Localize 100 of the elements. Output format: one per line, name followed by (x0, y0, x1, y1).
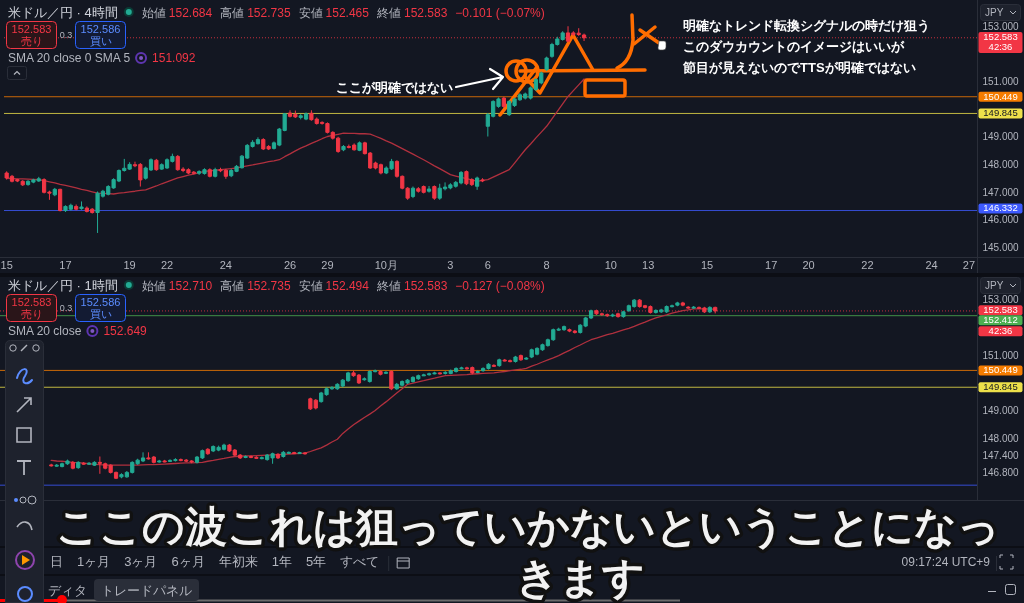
candlestick (513, 355, 518, 364)
x-tick-label: 22 (861, 259, 874, 271)
annotation: 高値 (220, 5, 245, 20)
annotation: 152.583 (11, 295, 52, 308)
candlestick (70, 460, 75, 470)
price-tag: 152.583 (978, 304, 1023, 316)
annotation: 高値 (220, 278, 245, 293)
candlestick (205, 447, 210, 456)
x-tick-label: 19 (123, 259, 136, 271)
text: トレードパネル (101, 583, 192, 598)
annotation: ここが明確ではない (336, 80, 453, 95)
ref-line-label: 149.845 (983, 107, 1018, 119)
candlestick (544, 56, 549, 72)
ref-line-label: 150.449 (983, 90, 1018, 102)
x-tick-label: 26 (283, 259, 297, 271)
annotation: 売り (20, 308, 43, 320)
price-tag: 146.332 (978, 202, 1023, 214)
annotation: 151.092 (152, 51, 196, 65)
candlestick (292, 451, 297, 455)
annotation: −0.127 (−0.08%) (455, 278, 545, 293)
line-series (6, 78, 585, 195)
y-tick-label: 146.000 (982, 214, 1020, 226)
text: 6ヶ月 (171, 554, 205, 569)
y-tick-label: 148.000 (982, 433, 1020, 445)
candlestick (74, 203, 79, 211)
candlestick (501, 96, 506, 109)
price-tag-countdown: 42:36 (978, 325, 1023, 337)
candlestick (497, 358, 502, 368)
y-tick-label: 146.800 (982, 466, 1020, 478)
chart-title: 米ドル／円 · 1時間 (8, 277, 118, 293)
x-tick-label: 10月 (374, 259, 398, 271)
candlestick (707, 305, 712, 314)
text: 年初来 (218, 554, 258, 569)
ref-line-label: 150.449 (983, 364, 1018, 376)
x-tick-label: 24 (925, 259, 938, 271)
annotation: 安値 (298, 278, 323, 293)
annotation: 0.3 (59, 303, 73, 313)
candlestick (383, 370, 389, 375)
annotation: 買い (89, 35, 112, 47)
candlestick (341, 144, 346, 152)
text: 日 (50, 554, 63, 569)
annotation: SMA 20 close (8, 324, 82, 338)
candlestick (81, 461, 86, 466)
annotation: 安値 (298, 5, 323, 20)
x-tick-label: 22 (160, 259, 174, 271)
annotation: 明確なトレンド転換シグナルの時だけ狙う (683, 18, 930, 33)
annotation: このダウカウントのイメージはいいが (683, 39, 905, 54)
annotation: 始値 (141, 5, 166, 20)
candlestick (691, 305, 696, 310)
x-tick-label: 29 (321, 259, 334, 271)
price-tag: 149.845 (978, 381, 1023, 393)
candlestick (52, 187, 57, 197)
annotation: 節目が見えないのでTTSが明確ではない (682, 60, 916, 75)
annotation: SMA 20 close 0 SMA 5 (8, 51, 131, 65)
annotation: 152.494 (325, 278, 370, 293)
candlestick (302, 451, 308, 456)
annotation: 152.684 (168, 5, 213, 20)
price-tag: 150.449 (978, 364, 1023, 376)
candlestick (432, 184, 437, 201)
annotation: −0.101 (−0.07%) (455, 5, 545, 20)
candlestick (297, 451, 302, 455)
candlestick (275, 452, 281, 460)
candlestick (410, 186, 416, 199)
candlestick (207, 167, 212, 178)
text: 3ヶ月 (124, 554, 158, 569)
annotation: 終値 (375, 5, 401, 20)
candlestick (49, 463, 54, 468)
price-tag: 150.449 (978, 90, 1023, 102)
x-tick-label: 13 (642, 259, 655, 271)
text: JPY (985, 280, 1004, 291)
text: 1年 (271, 554, 292, 569)
y-tick-label: 147.000 (982, 186, 1020, 198)
text: 09:17:24 UTC+9 (901, 555, 991, 569)
candlestick (491, 363, 496, 368)
annotation: 始値 (141, 278, 166, 293)
y-tick-label: 148.000 (982, 158, 1020, 170)
annotation: 152.465 (325, 5, 370, 20)
text: ディタ (48, 583, 87, 598)
candlestick (378, 369, 383, 376)
annotation: 152.649 (103, 324, 148, 338)
candlestick (58, 188, 63, 212)
text: ここの波これは狙っていかないということになっ (56, 503, 1000, 550)
ref-line-label: 146.332 (983, 202, 1018, 214)
candlestick (475, 369, 480, 374)
ref-line-label: 149.845 (983, 381, 1018, 393)
chart-title: 米ドル／円 · 4時間 (8, 4, 118, 20)
candlestick (686, 305, 691, 310)
y-tick-label: 153.000 (982, 293, 1020, 305)
x-tick-label: 3 (447, 259, 454, 271)
x-tick-label: 27 (962, 259, 976, 271)
annotation: 152.710 (168, 278, 213, 293)
y-tick-label: 151.000 (982, 76, 1020, 88)
price-tag: 152.412 (978, 314, 1023, 326)
y-tick-label: 149.000 (982, 405, 1020, 417)
candlestick (610, 313, 615, 318)
annotation: 152.583 (11, 22, 52, 35)
x-tick-label: 15 (700, 259, 714, 271)
x-tick-label: 20 (802, 259, 815, 271)
candlestick (680, 301, 685, 307)
text: JPY (985, 7, 1004, 18)
